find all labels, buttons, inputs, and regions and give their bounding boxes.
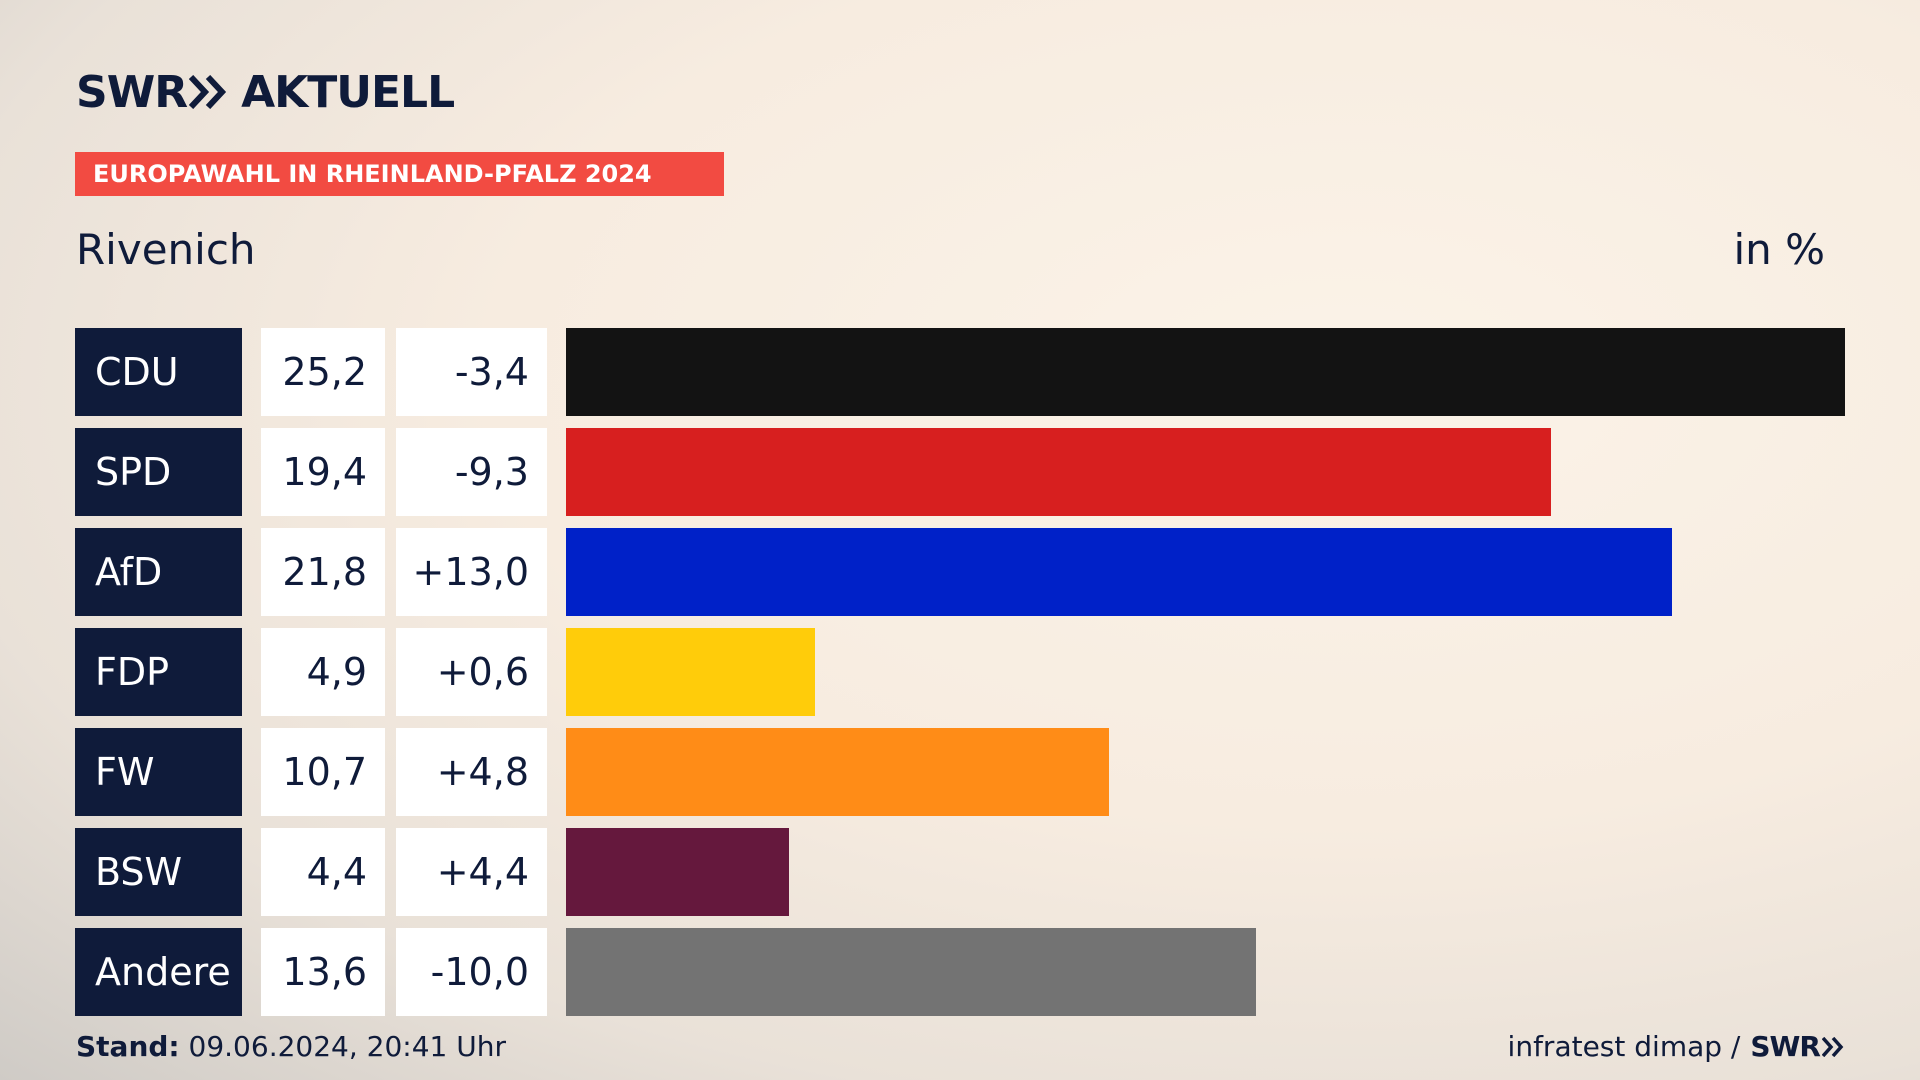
vote-share-value: 19,4: [261, 428, 385, 516]
vote-share-value: 4,4: [261, 828, 385, 916]
vote-share-change: +0,6: [396, 628, 547, 716]
source-swr-logo: SWR: [1750, 1030, 1844, 1064]
vote-share-change: +4,8: [396, 728, 547, 816]
logo-aktuell-text: AKTUELL: [241, 66, 455, 118]
source-swr-text: SWR: [1750, 1030, 1821, 1063]
result-bar: [566, 428, 1551, 516]
vote-share-change: -10,0: [396, 928, 547, 1016]
stand-label: Stand:: [76, 1030, 180, 1063]
party-label: AfD: [75, 528, 242, 616]
result-bar: [566, 628, 815, 716]
party-label: BSW: [75, 828, 242, 916]
party-label: FW: [75, 728, 242, 816]
result-row: Andere 13,6 -10,0: [75, 928, 1845, 1016]
result-bar: [566, 728, 1109, 816]
double-chevron-right-icon: [189, 75, 229, 109]
vote-share-value: 4,9: [261, 628, 385, 716]
vote-share-change: +13,0: [396, 528, 547, 616]
party-label: SPD: [75, 428, 242, 516]
result-bar: [566, 828, 789, 916]
vote-share-change: +4,4: [396, 828, 547, 916]
vote-share-change: -9,3: [396, 428, 547, 516]
logo-swr-text: SWR: [76, 66, 188, 118]
result-row: FW 10,7 +4,8: [75, 728, 1845, 816]
unit-label: in %: [1733, 225, 1825, 274]
vote-share-value: 10,7: [261, 728, 385, 816]
result-row: SPD 19,4 -9,3: [75, 428, 1845, 516]
result-row: CDU 25,2 -3,4: [75, 328, 1845, 416]
vote-share-value: 25,2: [261, 328, 385, 416]
result-row: AfD 21,8 +13,0: [75, 528, 1845, 616]
source-credit: infratest dimap / SWR: [1508, 1030, 1844, 1064]
swr-aktuell-logo: SWR AKTUELL: [76, 64, 455, 120]
double-chevron-right-icon: [1822, 1037, 1844, 1057]
vote-share-value: 13,6: [261, 928, 385, 1016]
vote-share-change: -3,4: [396, 328, 547, 416]
result-row: BSW 4,4 +4,4: [75, 828, 1845, 916]
result-bar: [566, 928, 1256, 1016]
party-label: Andere: [75, 928, 242, 1016]
party-label: CDU: [75, 328, 242, 416]
source-text: infratest dimap /: [1507, 1030, 1741, 1063]
result-row: FDP 4,9 +0,6: [75, 628, 1845, 716]
party-label: FDP: [75, 628, 242, 716]
stand-value: 09.06.2024, 20:41 Uhr: [188, 1030, 506, 1063]
timestamp: Stand: 09.06.2024, 20:41 Uhr: [76, 1030, 506, 1064]
result-bar: [566, 528, 1672, 616]
election-banner: EUROPAWAHL IN RHEINLAND-PFALZ 2024: [75, 152, 724, 196]
result-bar: [566, 328, 1845, 416]
vote-share-value: 21,8: [261, 528, 385, 616]
region-title: Rivenich: [76, 225, 256, 274]
